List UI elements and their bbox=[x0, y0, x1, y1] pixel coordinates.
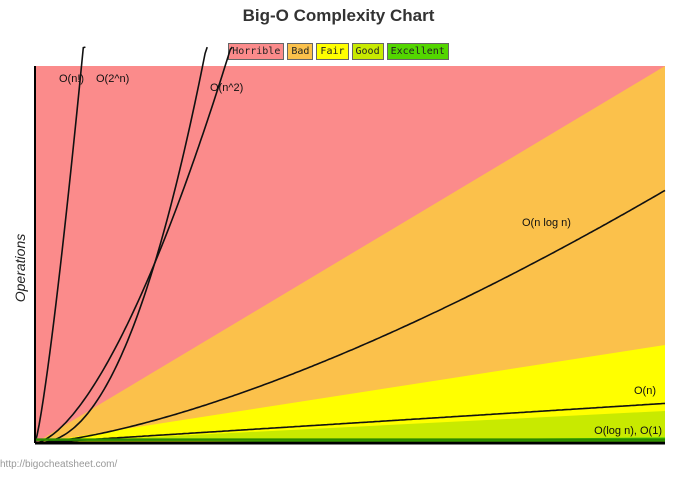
region-bad bbox=[35, 66, 665, 443]
legend-item-good: Good bbox=[351, 43, 384, 60]
complexity-plot: O(n!) O(2^n) O(n^2) O(n log n) O(n) O(log n),… bbox=[34, 46, 666, 445]
source-url: http://bigocheatsheet.com/ bbox=[0, 459, 118, 470]
region-good bbox=[35, 410, 665, 443]
legend-item-horrible: Horrible bbox=[228, 43, 285, 60]
series-line-factorial bbox=[34, 46, 86, 444]
series-line-linear bbox=[34, 402, 666, 444]
region-fair bbox=[35, 344, 665, 443]
series-line-nlogn bbox=[34, 189, 666, 444]
legend-item-excellent: Excellent bbox=[386, 43, 449, 60]
series-label-factorial: O(n!) bbox=[59, 73, 84, 85]
chart-title: Big-O Complexity Chart bbox=[242, 6, 435, 25]
series-label-nlogn: O(n log n) bbox=[522, 217, 571, 229]
series-line-quadratic bbox=[35, 46, 208, 444]
series-label-quadratic: O(n^2) bbox=[210, 82, 243, 94]
series-label-constant: O(log n), O(1) bbox=[594, 425, 662, 437]
series-line-exponential bbox=[34, 46, 233, 444]
series-label-linear: O(n) bbox=[634, 385, 656, 397]
legend: Horrible Bad Fair Good Excellent bbox=[0, 43, 677, 60]
legend-item-fair: Fair bbox=[316, 43, 349, 60]
series-label-exponential: O(2^n) bbox=[96, 73, 129, 85]
legend-item-bad: Bad bbox=[287, 43, 314, 60]
